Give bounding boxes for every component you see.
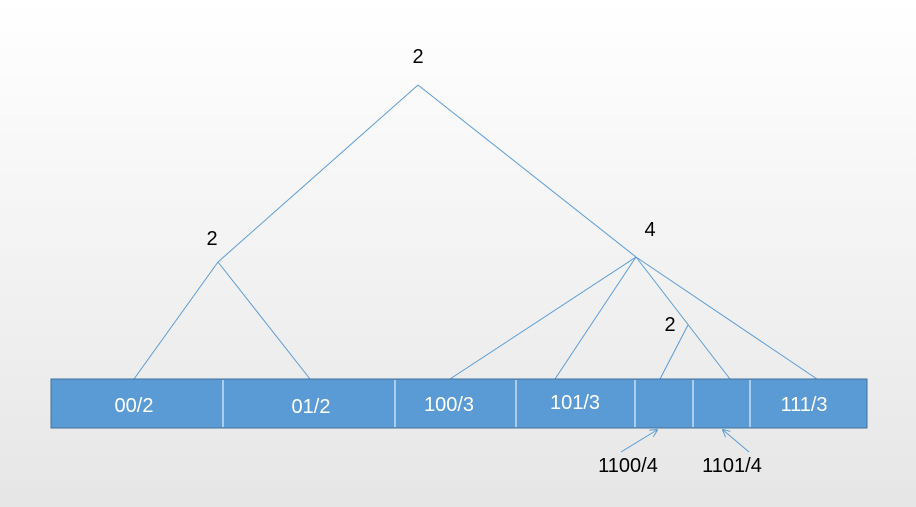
callout-arrow-1101 xyxy=(723,430,750,453)
callout-label-1100: 1100/4 xyxy=(598,455,658,477)
segment-101-3 xyxy=(516,379,635,428)
callout-arrows xyxy=(620,430,750,453)
segment-100-3 xyxy=(395,379,516,428)
branch-right-100 xyxy=(449,256,637,380)
callout-arrow-1100 xyxy=(620,430,657,453)
segment-label-00-2: 00/2 xyxy=(115,395,154,417)
segment-label-01-2: 01/2 xyxy=(292,396,331,418)
segment-1101-4 xyxy=(693,379,750,428)
root-node-label: 2 xyxy=(412,46,423,68)
segment-bar-border xyxy=(50,378,868,429)
branch-root-right xyxy=(417,84,637,258)
branch-inner-1100 xyxy=(659,324,689,380)
branch-root-left xyxy=(217,84,419,263)
left-node-label: 2 xyxy=(206,228,217,250)
inner-node-label: 2 xyxy=(664,314,675,336)
right-node-label: 4 xyxy=(644,219,655,241)
segment-111-3 xyxy=(750,379,867,428)
segment-01-2 xyxy=(223,379,395,428)
tree-branches xyxy=(133,84,818,380)
branch-right-inner xyxy=(635,256,731,380)
branch-left-00 xyxy=(133,261,219,380)
segment-1100-4 xyxy=(635,379,693,428)
segment-label-111-3: 111/3 xyxy=(780,394,827,416)
branch-left-01 xyxy=(217,261,311,380)
branch-right-111 xyxy=(635,256,818,380)
segment-label-100-3: 100/3 xyxy=(424,394,474,416)
segment-bar: 00/2 01/2 100/3 101/3 111/3 xyxy=(50,378,868,429)
callout-label-1101: 1101/4 xyxy=(702,455,762,477)
segment-00-2 xyxy=(51,379,223,428)
segment-label-101-3: 101/3 xyxy=(550,392,600,414)
branch-right-101 xyxy=(554,256,637,380)
